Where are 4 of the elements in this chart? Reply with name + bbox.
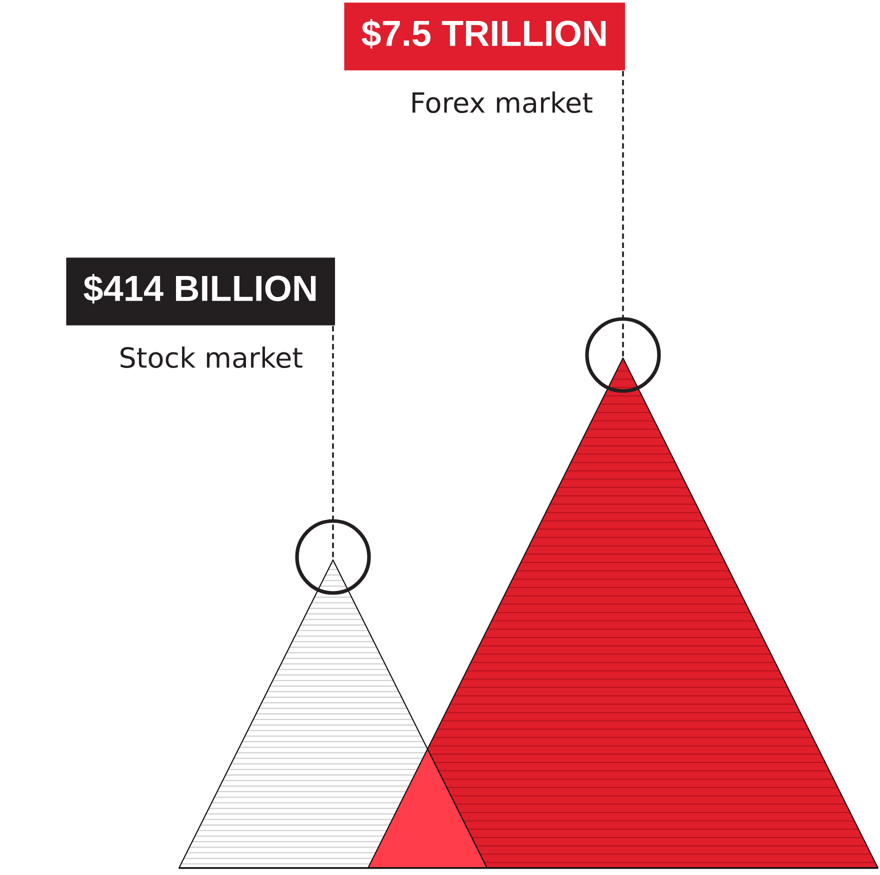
category-label: Forex market (412, 92, 592, 114)
data-label: $414 BILLION (84, 274, 316, 304)
data-label: $7.5 TRILLION (362, 19, 606, 49)
category-label: Stock market (120, 346, 302, 368)
